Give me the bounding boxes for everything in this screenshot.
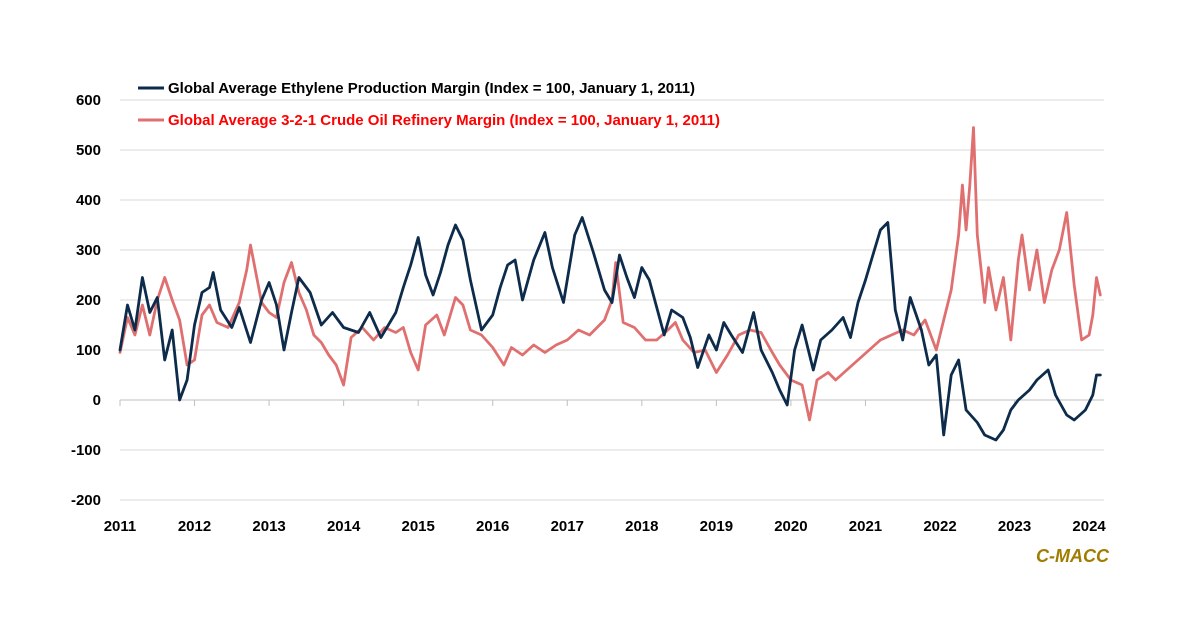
y-tick-label-3: 300 [76, 242, 101, 259]
series-line-0 [118, 216, 1102, 442]
x-tick-label-7: 2018 [625, 518, 658, 535]
x-tick-label-12: 2023 [998, 518, 1031, 535]
x-tick-label-0: 2011 [104, 518, 137, 535]
x-tick-label-6: 2017 [551, 518, 584, 535]
legend: Global Average Ethylene Production Margi… [138, 80, 720, 129]
y-tick-label-4: 200 [76, 292, 101, 309]
x-tick-label-10: 2021 [849, 518, 882, 535]
y-tick-label-8: -200 [71, 492, 101, 509]
y-tick-label-5: 100 [76, 342, 101, 359]
y-tick-label-7: -100 [71, 442, 101, 459]
credit-label: C-MACC [1036, 546, 1109, 566]
x-tick-label-11: 2022 [923, 518, 956, 535]
x-tick-label-5: 2016 [476, 518, 509, 535]
x-tick-label-1: 2012 [178, 518, 211, 535]
y-tick-label-6: 0 [93, 392, 101, 409]
x-tick-label-8: 2019 [700, 518, 733, 535]
y-axis-ticks: 600 500 400 300 200 100 0 -100 -200 [71, 92, 101, 509]
legend-label-0: Global Average Ethylene Production Margi… [168, 80, 695, 97]
y-tick-label-2: 400 [76, 192, 101, 209]
x-tick-label-9: 2020 [774, 518, 807, 535]
x-tick-label-13: 2024 [1072, 518, 1106, 535]
legend-label-1: Global Average 3-2-1 Crude Oil Refinery … [168, 112, 720, 129]
x-tick-label-3: 2014 [327, 518, 361, 535]
x-tick-label-4: 2015 [401, 518, 434, 535]
y-tick-label-1: 500 [76, 142, 101, 159]
series-line-1 [118, 126, 1102, 422]
x-axis-ticks: 2011 2012 2013 2014 2015 2016 2017 2018 2019 2020… [104, 400, 1106, 535]
y-tick-label-0: 600 [76, 92, 101, 109]
series-lines [118, 126, 1102, 442]
x-tick-label-2: 2013 [252, 518, 285, 535]
